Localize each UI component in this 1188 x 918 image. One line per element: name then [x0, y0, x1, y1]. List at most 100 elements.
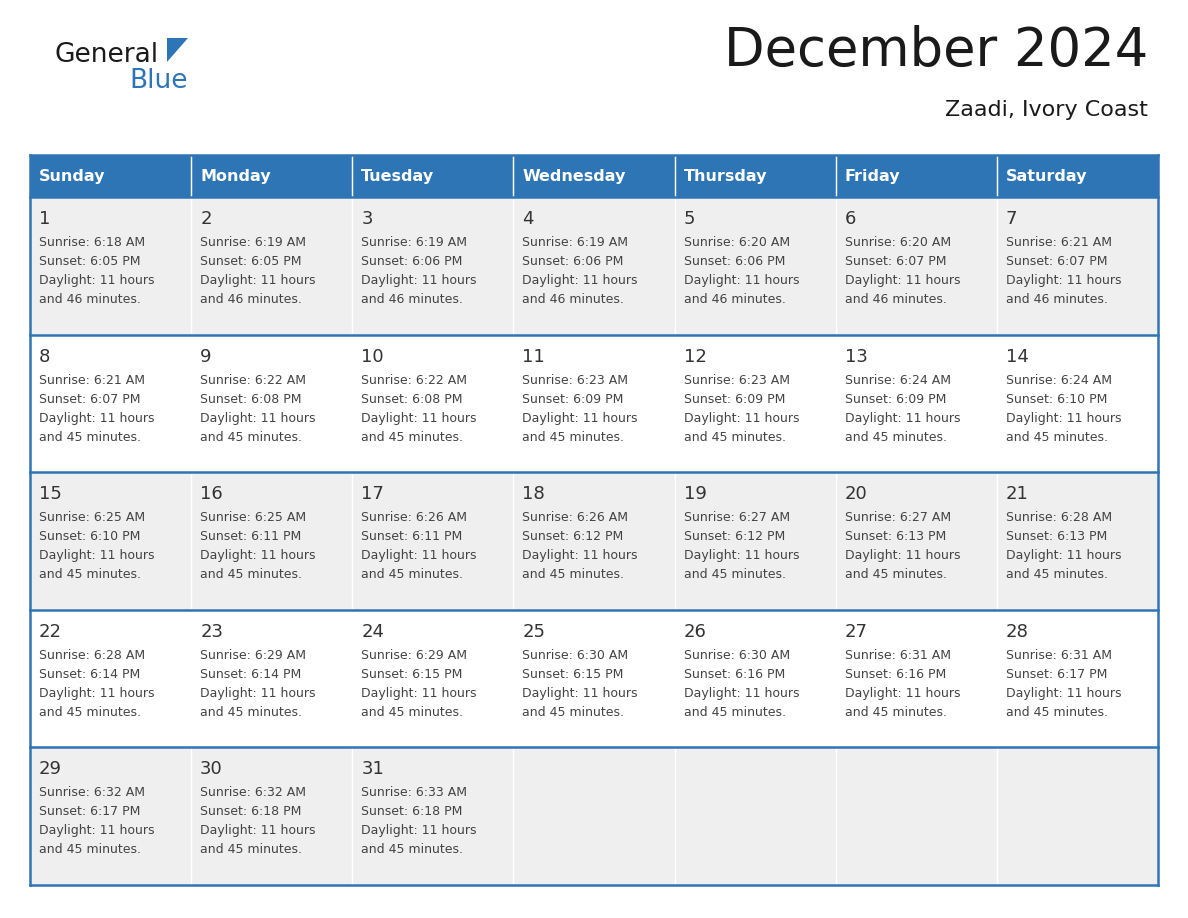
Text: and 45 minutes.: and 45 minutes.: [845, 706, 947, 719]
Text: and 45 minutes.: and 45 minutes.: [683, 431, 785, 443]
Text: 14: 14: [1006, 348, 1029, 365]
Text: 18: 18: [523, 486, 545, 503]
Bar: [30, 747, 1158, 885]
Text: Daylight: 11 hours: Daylight: 11 hours: [845, 411, 960, 425]
Text: 4: 4: [523, 210, 533, 228]
Text: 2: 2: [200, 210, 211, 228]
Bar: [675, 155, 835, 197]
Text: 26: 26: [683, 622, 707, 641]
Text: Daylight: 11 hours: Daylight: 11 hours: [1006, 549, 1121, 562]
Text: General: General: [55, 42, 159, 68]
Text: 9: 9: [200, 348, 211, 365]
Bar: [30, 610, 1158, 747]
Text: 20: 20: [845, 486, 867, 503]
Text: Daylight: 11 hours: Daylight: 11 hours: [683, 274, 800, 287]
Bar: [30, 155, 191, 197]
Text: 16: 16: [200, 486, 223, 503]
Text: Daylight: 11 hours: Daylight: 11 hours: [361, 824, 476, 837]
Text: Sunrise: 6:31 AM: Sunrise: 6:31 AM: [845, 649, 950, 662]
Text: Sunrise: 6:23 AM: Sunrise: 6:23 AM: [683, 374, 790, 386]
Text: 11: 11: [523, 348, 545, 365]
Text: and 45 minutes.: and 45 minutes.: [523, 568, 625, 581]
Text: Sunrise: 6:32 AM: Sunrise: 6:32 AM: [39, 787, 145, 800]
Text: Sunset: 6:15 PM: Sunset: 6:15 PM: [523, 667, 624, 681]
Text: and 46 minutes.: and 46 minutes.: [683, 293, 785, 306]
Text: Sunrise: 6:27 AM: Sunrise: 6:27 AM: [845, 511, 950, 524]
Text: Daylight: 11 hours: Daylight: 11 hours: [1006, 411, 1121, 425]
Text: Sunset: 6:05 PM: Sunset: 6:05 PM: [39, 255, 140, 268]
Text: Sunset: 6:16 PM: Sunset: 6:16 PM: [845, 667, 946, 681]
Text: and 46 minutes.: and 46 minutes.: [361, 293, 463, 306]
Text: and 45 minutes.: and 45 minutes.: [845, 431, 947, 443]
Text: Sunrise: 6:28 AM: Sunrise: 6:28 AM: [1006, 511, 1112, 524]
Bar: [353, 155, 513, 197]
Text: and 45 minutes.: and 45 minutes.: [361, 844, 463, 856]
Text: Sunset: 6:16 PM: Sunset: 6:16 PM: [683, 667, 785, 681]
Bar: [191, 155, 353, 197]
Text: Sunset: 6:09 PM: Sunset: 6:09 PM: [523, 393, 624, 406]
Text: Sunrise: 6:19 AM: Sunrise: 6:19 AM: [361, 236, 467, 249]
Text: Sunrise: 6:31 AM: Sunrise: 6:31 AM: [1006, 649, 1112, 662]
Text: 12: 12: [683, 348, 707, 365]
Text: Sunset: 6:05 PM: Sunset: 6:05 PM: [200, 255, 302, 268]
Text: Daylight: 11 hours: Daylight: 11 hours: [683, 549, 800, 562]
Text: Sunrise: 6:27 AM: Sunrise: 6:27 AM: [683, 511, 790, 524]
Text: Sunset: 6:07 PM: Sunset: 6:07 PM: [1006, 255, 1107, 268]
Text: Daylight: 11 hours: Daylight: 11 hours: [1006, 274, 1121, 287]
Text: 28: 28: [1006, 622, 1029, 641]
Text: Daylight: 11 hours: Daylight: 11 hours: [200, 549, 316, 562]
Text: Sunrise: 6:19 AM: Sunrise: 6:19 AM: [200, 236, 307, 249]
Text: and 45 minutes.: and 45 minutes.: [361, 431, 463, 443]
Text: Sunrise: 6:22 AM: Sunrise: 6:22 AM: [361, 374, 467, 386]
Text: and 45 minutes.: and 45 minutes.: [1006, 431, 1108, 443]
Text: 24: 24: [361, 622, 384, 641]
Text: and 46 minutes.: and 46 minutes.: [39, 293, 141, 306]
Text: Sunset: 6:12 PM: Sunset: 6:12 PM: [523, 531, 624, 543]
Text: 30: 30: [200, 760, 223, 778]
Text: Daylight: 11 hours: Daylight: 11 hours: [200, 274, 316, 287]
Text: Sunset: 6:11 PM: Sunset: 6:11 PM: [200, 531, 302, 543]
Text: Sunrise: 6:20 AM: Sunrise: 6:20 AM: [845, 236, 950, 249]
Text: Blue: Blue: [129, 68, 188, 94]
Text: Sunset: 6:07 PM: Sunset: 6:07 PM: [845, 255, 946, 268]
Text: 15: 15: [39, 486, 62, 503]
Text: Sunrise: 6:25 AM: Sunrise: 6:25 AM: [200, 511, 307, 524]
Text: 1: 1: [39, 210, 50, 228]
Text: December 2024: December 2024: [723, 25, 1148, 77]
Text: Sunset: 6:08 PM: Sunset: 6:08 PM: [361, 393, 463, 406]
Text: Sunrise: 6:24 AM: Sunrise: 6:24 AM: [845, 374, 950, 386]
Text: 23: 23: [200, 622, 223, 641]
Text: 10: 10: [361, 348, 384, 365]
Text: Daylight: 11 hours: Daylight: 11 hours: [683, 411, 800, 425]
Text: Daylight: 11 hours: Daylight: 11 hours: [845, 274, 960, 287]
Text: Sunrise: 6:20 AM: Sunrise: 6:20 AM: [683, 236, 790, 249]
Text: Sunrise: 6:22 AM: Sunrise: 6:22 AM: [200, 374, 307, 386]
Text: Thursday: Thursday: [683, 169, 767, 184]
Text: Sunset: 6:18 PM: Sunset: 6:18 PM: [200, 805, 302, 819]
Text: Daylight: 11 hours: Daylight: 11 hours: [523, 411, 638, 425]
Bar: [835, 155, 997, 197]
Text: Daylight: 11 hours: Daylight: 11 hours: [683, 687, 800, 700]
Text: and 45 minutes.: and 45 minutes.: [361, 706, 463, 719]
Text: 8: 8: [39, 348, 50, 365]
Text: and 45 minutes.: and 45 minutes.: [200, 706, 302, 719]
Text: 25: 25: [523, 622, 545, 641]
Text: Sunset: 6:08 PM: Sunset: 6:08 PM: [200, 393, 302, 406]
Text: Daylight: 11 hours: Daylight: 11 hours: [200, 411, 316, 425]
Text: 31: 31: [361, 760, 384, 778]
Text: Zaadi, Ivory Coast: Zaadi, Ivory Coast: [946, 100, 1148, 120]
Text: Daylight: 11 hours: Daylight: 11 hours: [523, 549, 638, 562]
Text: Sunset: 6:17 PM: Sunset: 6:17 PM: [1006, 667, 1107, 681]
Text: Daylight: 11 hours: Daylight: 11 hours: [39, 411, 154, 425]
Text: Sunset: 6:15 PM: Sunset: 6:15 PM: [361, 667, 462, 681]
Text: Daylight: 11 hours: Daylight: 11 hours: [845, 549, 960, 562]
Text: Sunset: 6:14 PM: Sunset: 6:14 PM: [200, 667, 302, 681]
Text: Sunday: Sunday: [39, 169, 106, 184]
Text: Sunrise: 6:28 AM: Sunrise: 6:28 AM: [39, 649, 145, 662]
Text: Sunset: 6:18 PM: Sunset: 6:18 PM: [361, 805, 462, 819]
Text: Daylight: 11 hours: Daylight: 11 hours: [361, 274, 476, 287]
Text: and 46 minutes.: and 46 minutes.: [1006, 293, 1107, 306]
Text: and 45 minutes.: and 45 minutes.: [361, 568, 463, 581]
Text: Sunrise: 6:29 AM: Sunrise: 6:29 AM: [200, 649, 307, 662]
Text: Daylight: 11 hours: Daylight: 11 hours: [361, 549, 476, 562]
